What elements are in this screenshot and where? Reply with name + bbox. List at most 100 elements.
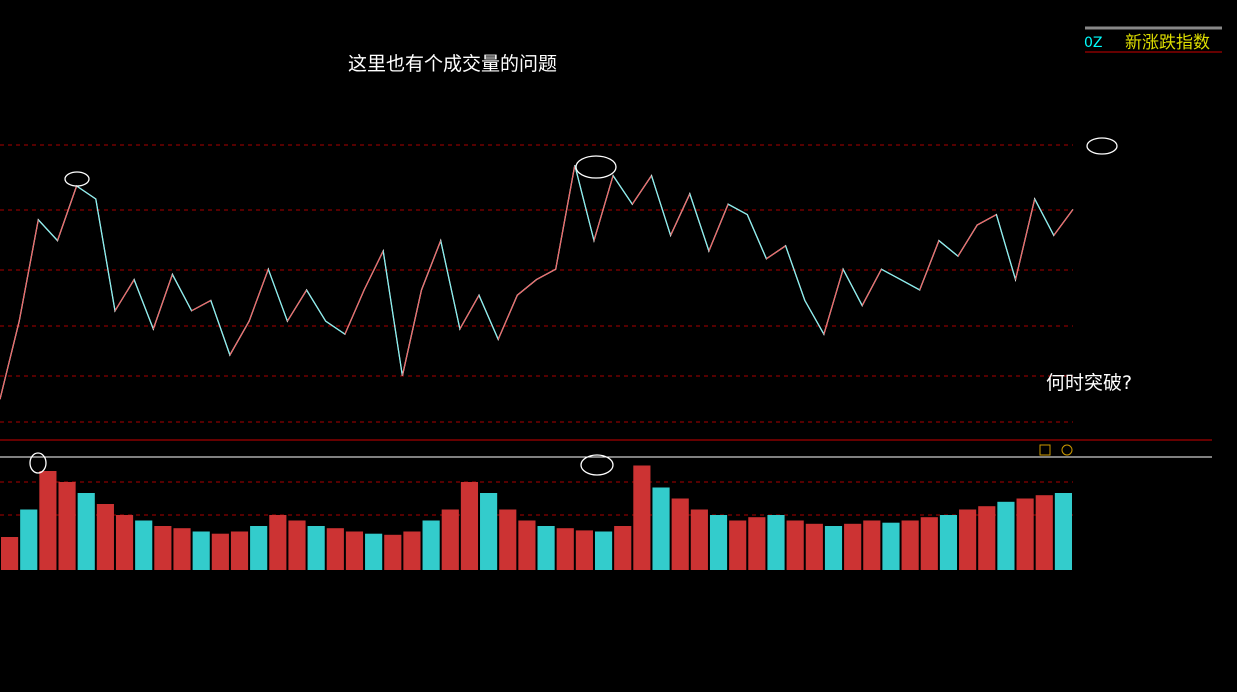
volume-bar — [77, 493, 95, 570]
price-segment — [172, 274, 193, 312]
price-segment — [76, 185, 97, 200]
price-segment — [650, 175, 672, 236]
indicator-code: 0Z — [1084, 35, 1103, 51]
volume-bar — [250, 526, 268, 570]
price-segment — [555, 165, 576, 270]
volume-bar — [518, 520, 536, 570]
price-segment — [919, 240, 940, 291]
volume-bar — [863, 520, 881, 570]
price-segment — [382, 250, 403, 376]
panel-icon[interactable] — [1039, 444, 1051, 456]
volume-bar — [307, 526, 325, 570]
price-segment — [842, 268, 863, 306]
highlights — [29, 137, 1118, 476]
price-segment — [766, 245, 786, 260]
indicator-name[interactable]: 新涨跌指数 — [1125, 33, 1210, 53]
price-segment — [900, 279, 920, 291]
volume-bar — [1016, 498, 1034, 570]
price-segment — [612, 175, 633, 205]
price-series — [0, 165, 1074, 400]
zoom-icon[interactable] — [1061, 444, 1073, 456]
price-segment — [152, 274, 173, 330]
price-segment — [976, 214, 997, 226]
price-segment — [536, 268, 556, 281]
volume-bar — [499, 509, 517, 570]
volume-bar — [920, 517, 938, 570]
volume-bar — [556, 528, 574, 570]
annotation-question: 何时突破? — [1046, 372, 1132, 394]
volume-bar — [460, 482, 479, 570]
price-segment — [114, 279, 135, 312]
volume-bars — [1, 465, 1072, 570]
price-segment — [708, 204, 729, 252]
volume-bar — [269, 515, 287, 570]
price-segment — [306, 289, 327, 322]
volume-bar — [173, 528, 191, 570]
price-segment — [440, 240, 461, 330]
price-segment — [670, 193, 691, 236]
price-segment — [248, 269, 269, 322]
price-segment — [401, 289, 423, 376]
price-segment — [1053, 209, 1074, 236]
volume-bar — [288, 520, 306, 570]
price-segment — [95, 198, 116, 311]
price-segment — [517, 279, 537, 296]
volume-bar — [115, 515, 134, 570]
volume-bar — [480, 493, 498, 570]
price-segment — [18, 219, 39, 322]
volume-bar — [901, 520, 919, 570]
price-segment — [325, 320, 346, 335]
volume-bar — [96, 504, 114, 570]
volume-bar — [614, 526, 632, 570]
volume-bar — [805, 523, 823, 570]
volume-bar — [748, 517, 766, 570]
price-segment — [631, 175, 652, 205]
volume-bar — [345, 531, 364, 570]
volume-bar — [537, 526, 555, 570]
volume-bar — [135, 520, 153, 570]
volume-bar — [1035, 495, 1053, 570]
volume-bar — [844, 523, 862, 570]
volume-bar — [978, 506, 996, 570]
price-segment — [286, 289, 307, 322]
volume-bar — [652, 487, 670, 570]
price-segment — [344, 289, 365, 335]
volume-bar — [326, 528, 344, 570]
volume-bar — [824, 526, 843, 570]
price-segment — [57, 185, 78, 241]
price-segment — [574, 165, 595, 241]
volume-bar — [575, 530, 593, 570]
price-segment — [459, 294, 480, 330]
price-segment — [267, 269, 288, 322]
volume-bar — [729, 520, 747, 570]
price-segment — [881, 268, 901, 281]
price-segment — [478, 295, 499, 340]
volume-bar — [154, 526, 172, 570]
price-segment — [823, 269, 844, 335]
price-segment — [497, 295, 518, 340]
price-segment — [938, 240, 959, 257]
price-segment — [746, 214, 767, 259]
volume-bar — [192, 531, 210, 570]
price-segment — [191, 299, 212, 312]
price-segment — [689, 193, 710, 252]
volume-bar — [422, 520, 440, 570]
price-segment — [133, 279, 154, 330]
price-segment — [363, 250, 384, 291]
volume-bar — [959, 509, 977, 570]
price-segment — [785, 245, 806, 301]
price-segment — [1034, 198, 1055, 236]
volume-bar — [441, 509, 459, 570]
price-segment — [593, 175, 614, 241]
price-line — [0, 165, 1074, 400]
volume-bar — [671, 498, 689, 570]
price-segment — [210, 300, 231, 356]
volume-bar — [58, 482, 76, 570]
volume-bar — [1054, 493, 1072, 570]
price-segment — [229, 320, 250, 356]
volume-bar — [767, 515, 785, 570]
price-segment — [957, 224, 978, 257]
volume-bar — [20, 509, 38, 570]
volume-bar — [633, 465, 651, 570]
